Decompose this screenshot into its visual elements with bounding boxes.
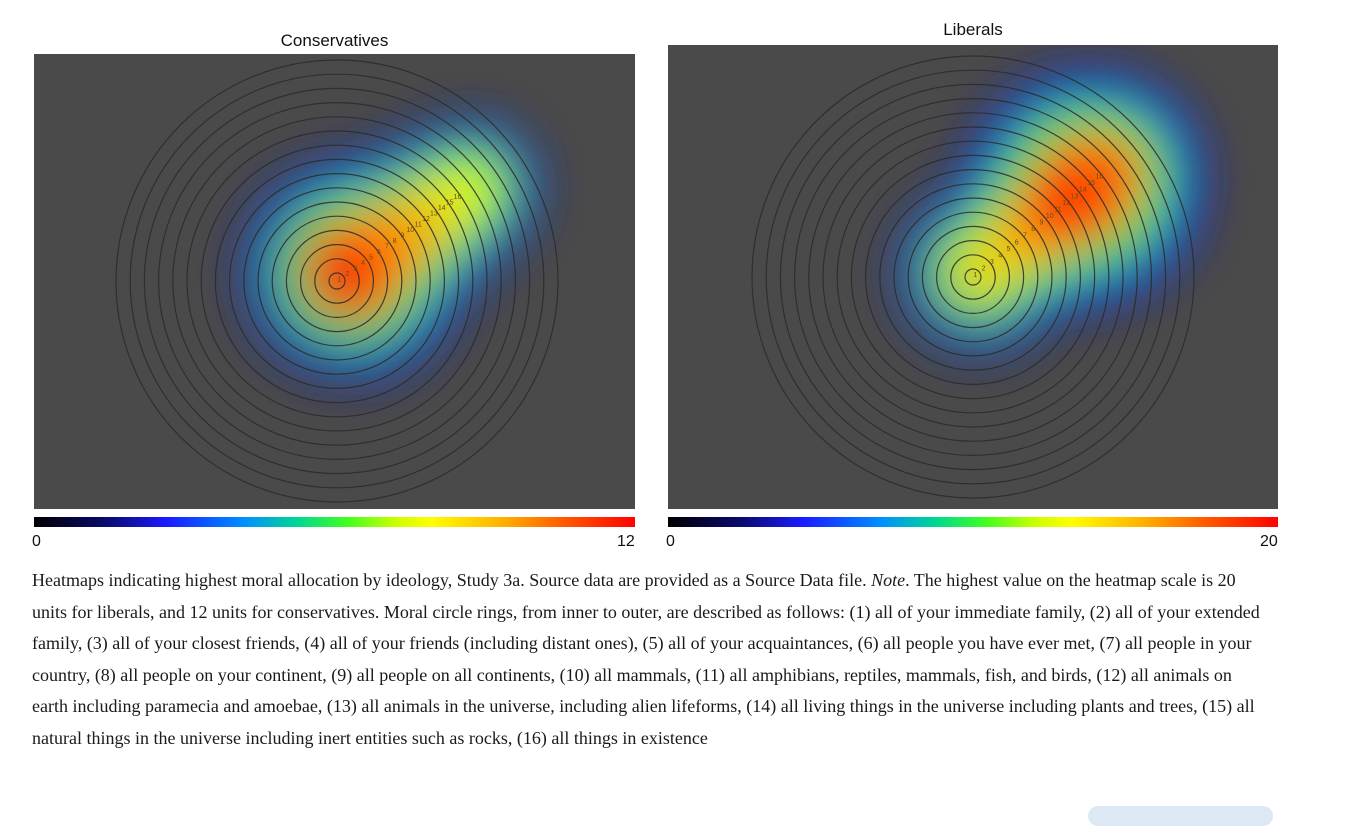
ring [257,201,417,361]
ring-label-6: 6 [1015,239,1019,246]
ring-label-16: 16 [454,194,462,201]
ring [158,102,516,460]
ring [229,172,446,390]
ring [243,187,431,375]
ring-label-1: 1 [338,276,342,283]
ring [200,144,474,418]
ring [214,158,460,404]
heat-core-4 [1056,131,1145,220]
ring-label-5: 5 [1006,246,1010,253]
ring-label-12: 12 [422,216,430,223]
conservatives-heatmap: 1 2 3 4 5 6 7 8 9 10 11 12 13 14 15 16 [34,54,635,509]
liberals-title: Liberals [943,20,1003,39]
moral-circle-rings [751,55,1195,499]
ring [172,116,502,446]
ring [765,69,1181,485]
ring-label-14: 14 [438,205,446,212]
liberals-scale-max: 20 [1260,533,1278,550]
ring-label-9: 9 [1040,220,1044,227]
conservatives-scale-min: 0 [32,533,41,550]
ring-label-16: 16 [1095,174,1103,181]
ring-label-12: 12 [1062,200,1070,207]
conservatives-title: Conservatives [280,31,389,50]
ring-label-13: 13 [1071,193,1079,200]
ring [779,83,1167,471]
ring [879,183,1067,371]
ring [751,55,1195,499]
liberals-colorbar [668,517,1278,527]
ring [186,130,488,432]
conservatives-colorbar [34,517,635,527]
ring [850,154,1096,400]
ring [129,73,545,489]
moral-circle-rings [115,59,559,503]
ring [285,229,389,333]
ring-label-10: 10 [1046,213,1054,220]
caption-note-label: Note [871,570,906,590]
ring [328,272,346,290]
ring-label-2: 2 [982,266,986,273]
floating-action-pill[interactable] [1088,806,1273,826]
ring [271,215,403,347]
ring-label-11: 11 [1054,206,1061,213]
ring-label-3: 3 [990,259,994,266]
ring-label-2: 2 [345,271,349,278]
heat-blobs [897,69,1205,354]
caption-part-1: Heatmaps indicating highest moral alloca… [32,570,872,590]
ring-label-10: 10 [406,227,414,234]
ring-label-7: 7 [1023,233,1027,240]
ring-label-4: 4 [998,252,1002,259]
ring [936,240,1011,315]
ring [300,244,375,319]
ring-label-5: 5 [369,254,373,261]
ring [921,225,1025,329]
ring-label-6: 6 [377,249,381,256]
ring-label-3: 3 [353,265,357,272]
ring-label-13: 13 [430,211,438,218]
conservatives-scale-max: 12 [617,533,635,550]
liberals-heatmap: 1 2 3 4 5 6 7 8 9 10 11 12 13 14 15 16 [668,45,1278,509]
ring-label-1: 1 [973,272,977,279]
ring-label-15: 15 [446,200,454,207]
ring [865,168,1082,386]
ring [836,140,1110,414]
ring [907,211,1039,343]
ring [893,197,1053,357]
ring-label-14: 14 [1079,187,1087,194]
figure-caption: Heatmaps indicating highest moral alloca… [32,565,1272,754]
ring-label-4: 4 [361,260,365,267]
ring [950,254,996,300]
ring-label-15: 15 [1087,180,1095,187]
ring-label-8: 8 [1031,226,1035,233]
ring [115,59,559,503]
ring [964,268,982,286]
liberals-scale-min: 0 [666,533,675,550]
ring-label-9: 9 [400,233,404,240]
ring-label-11: 11 [415,222,422,229]
heat-core-4 [447,163,496,212]
caption-part-2: . The highest value on the heatmap scale… [32,570,1260,748]
ring [314,258,360,304]
ring [794,98,1152,456]
ring-label-8: 8 [393,238,397,245]
ring-label-7: 7 [385,243,389,250]
ring [822,126,1124,428]
ring [808,112,1138,442]
ring [143,87,531,475]
